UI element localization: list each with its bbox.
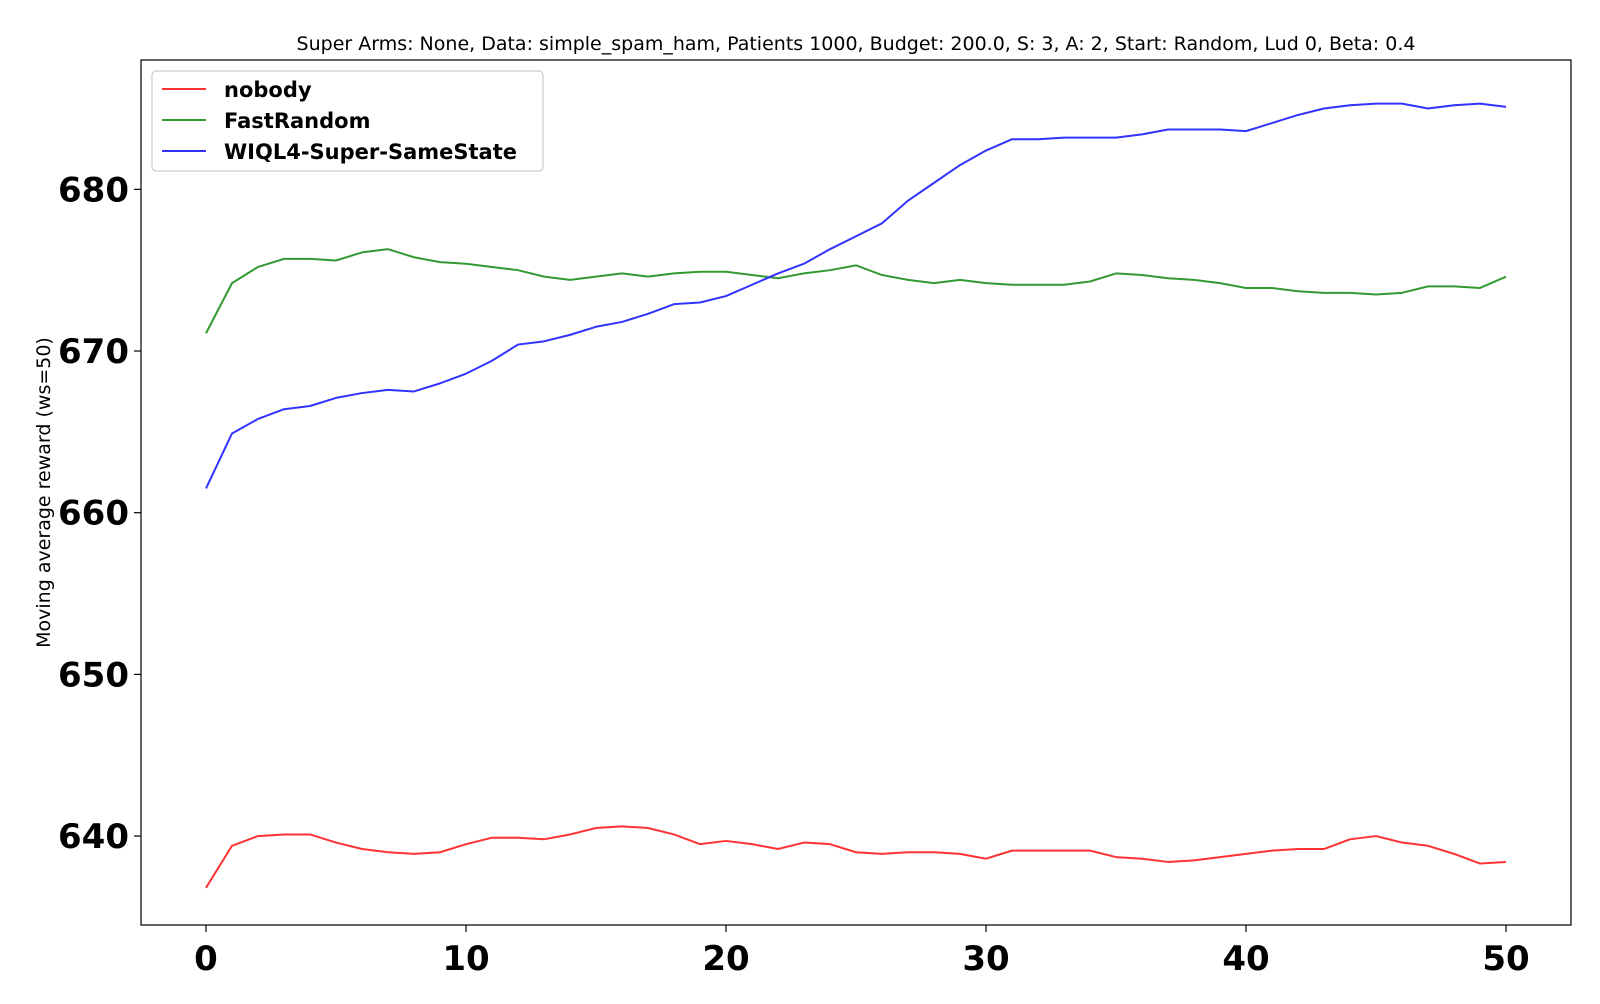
x-tick-label: 10 xyxy=(442,939,489,979)
y-tick-label: 670 xyxy=(58,332,129,372)
x-tick-label: 20 xyxy=(702,939,749,979)
legend-label: nobody xyxy=(224,78,312,102)
series-line-nobody xyxy=(205,825,1507,889)
chart-title: Super Arms: None, Data: simple_spam_ham,… xyxy=(297,33,1416,55)
series-line-fastrandom xyxy=(205,248,1507,334)
series-line-wiql4-super-samestate xyxy=(205,102,1507,489)
legend: nobody FastRandom WIQL4-Super-SameState xyxy=(151,70,544,172)
x-tick-label: 50 xyxy=(1482,939,1529,979)
legend-box xyxy=(151,70,544,172)
y-tick-label: 660 xyxy=(58,494,129,534)
y-tick-label: 640 xyxy=(58,817,129,857)
y-axis-label: Moving average reward (ws=50) xyxy=(33,337,55,648)
y-tick-label: 680 xyxy=(58,170,129,210)
legend-label: WIQL4-Super-SameState xyxy=(224,140,517,164)
legend-label: FastRandom xyxy=(224,109,370,133)
x-tick-label: 40 xyxy=(1222,939,1269,979)
plot-frame xyxy=(140,59,1572,926)
plot-area: 0 10 20 30 40 50 640 650 660 670 680 xyxy=(58,59,1572,979)
y-tick-label: 650 xyxy=(58,655,129,695)
x-tick-label: 30 xyxy=(962,939,1009,979)
x-tick-label: 0 xyxy=(194,939,218,979)
